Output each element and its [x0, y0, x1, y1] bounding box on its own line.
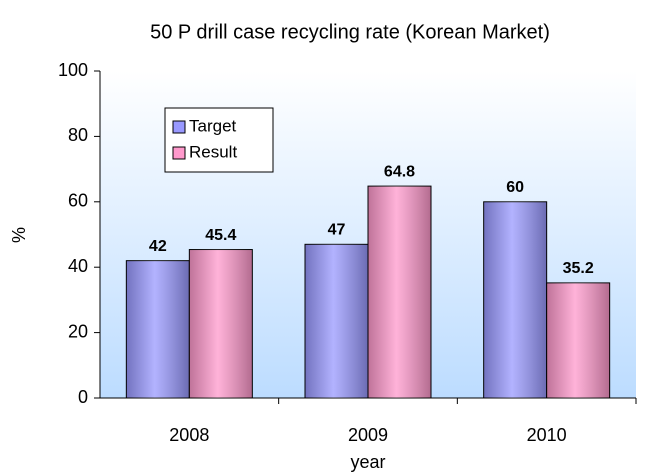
legend-box [164, 107, 274, 173]
legend-swatch [172, 120, 186, 134]
x-tick-label: 2008 [169, 425, 209, 445]
value-label: 64.8 [384, 163, 415, 180]
x-tick-label: 2010 [527, 425, 567, 445]
y-tick-label: 80 [68, 125, 88, 145]
value-label: 47 [328, 222, 346, 239]
bar [304, 243, 369, 399]
value-label: 35.2 [563, 260, 594, 277]
chart-title: 50 P drill case recycling rate (Korean M… [150, 21, 550, 43]
bar [546, 282, 611, 399]
y-tick-label: 60 [68, 191, 88, 211]
y-tick-label: 100 [58, 60, 88, 80]
legend-label: Result [189, 142, 237, 161]
bar [483, 201, 548, 399]
x-tick-label: 2009 [348, 425, 388, 445]
value-label: 42 [149, 238, 167, 255]
value-label: 45.4 [205, 227, 236, 244]
x-axis-label: year [350, 452, 385, 472]
y-axis-label: % [9, 227, 29, 243]
legend-label: Target [189, 116, 237, 135]
bar [367, 185, 432, 399]
y-tick-label: 20 [68, 321, 88, 341]
y-tick-label: 0 [78, 387, 88, 407]
y-tick-label: 40 [68, 256, 88, 276]
value-label: 60 [506, 179, 524, 196]
bar [188, 249, 253, 399]
legend-swatch [172, 146, 186, 160]
bar [125, 260, 190, 399]
